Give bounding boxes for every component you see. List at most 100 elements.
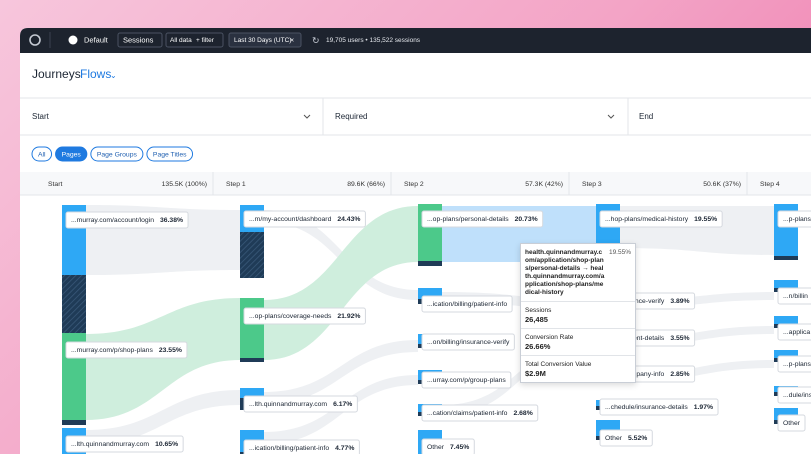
filter-chevron[interactable]	[303, 114, 311, 119]
range-box[interactable]	[228, 32, 302, 48]
node-label-box[interactable]	[243, 439, 360, 454]
node-label-box[interactable]	[243, 210, 366, 228]
step-value: 89.6K (66%)	[347, 181, 385, 188]
node-label[interactable]: ...ication/billing/patient-info	[249, 445, 329, 452]
node-label[interactable]: ...n/billin	[783, 293, 808, 300]
node-label-box[interactable]	[599, 210, 723, 228]
node-label-box[interactable]	[777, 210, 811, 228]
node-label[interactable]: ...murray.com/account/login	[71, 217, 154, 224]
metric-label: Sessions	[525, 307, 552, 314]
node-bar-exit[interactable]	[240, 358, 264, 362]
node-label-box[interactable]	[243, 395, 358, 413]
metric-label: Conversion Rate	[525, 334, 574, 341]
node-label[interactable]: ...applica	[783, 329, 810, 336]
node-bar-exit[interactable]	[418, 261, 442, 266]
node-pct[interactable]: 3.89%	[670, 298, 689, 305]
node-pct[interactable]: 36.38%	[160, 217, 183, 224]
node-label[interactable]: Other	[427, 444, 445, 451]
node-label[interactable]: ...chedule/insurance-details	[605, 404, 688, 411]
node-label-box[interactable]	[599, 398, 719, 416]
node-pct[interactable]: 2.68%	[513, 410, 532, 417]
tab[interactable]	[31, 146, 53, 162]
workspace[interactable]: Default	[84, 35, 109, 44]
date-range[interactable]: Last 30 Days (UTC)	[234, 37, 291, 44]
node-pct[interactable]: 5.52%	[628, 435, 647, 442]
refresh-icon[interactable]: ↻	[312, 35, 320, 45]
node-label-box[interactable]	[421, 404, 539, 422]
data-scope[interactable]: All data	[170, 37, 192, 44]
node-label[interactable]: Other	[783, 420, 801, 427]
tab-label[interactable]: Page Groups	[97, 151, 138, 158]
node-label-box[interactable]	[777, 323, 811, 341]
node-pct[interactable]: 20.73%	[515, 216, 538, 223]
node-label[interactable]: ...ication/billing/patient-info	[427, 301, 507, 308]
node-label-box[interactable]	[65, 435, 184, 453]
clear-range[interactable]: ×	[290, 37, 294, 44]
node-label[interactable]: ...on/billing/insurance-verify	[427, 339, 510, 346]
node-label-box[interactable]	[777, 414, 806, 432]
node-pct[interactable]: 19.55%	[694, 216, 717, 223]
node-label[interactable]: ...p-plans/	[783, 216, 811, 223]
node-label[interactable]: ...op-plans/personal-details	[427, 216, 509, 223]
node-label-box[interactable]	[65, 341, 188, 359]
node-pct[interactable]: 7.45%	[450, 444, 469, 451]
node-label-box[interactable]	[421, 295, 513, 313]
filter-label[interactable]: End	[639, 112, 653, 121]
node-label[interactable]: ...m/my-account/dashboard	[249, 216, 332, 223]
node-pct[interactable]: 4.77%	[335, 445, 354, 452]
tab[interactable]	[90, 146, 144, 162]
node-pct[interactable]: 21.92%	[337, 313, 360, 320]
node-label-box[interactable]	[777, 287, 811, 305]
node-label-box[interactable]	[599, 429, 653, 447]
node-label[interactable]: ...p-plans	[783, 361, 811, 368]
node-pct[interactable]: 10.65%	[155, 441, 178, 448]
node-label-box[interactable]	[421, 333, 515, 351]
step-value: 57.3K (42%)	[525, 181, 563, 188]
node-label-box[interactable]	[243, 307, 366, 325]
node-label[interactable]: ...op-plans/coverage-needs	[249, 313, 332, 320]
node-label-box[interactable]	[421, 371, 512, 389]
node-label[interactable]: ...hop-plans/medical-history	[605, 216, 689, 223]
tooltip-pct: 19.55%	[608, 249, 631, 256]
node-pct[interactable]: 1.97%	[694, 404, 713, 411]
mode-box[interactable]	[117, 32, 163, 48]
filter-label[interactable]: Required	[335, 112, 367, 121]
node-pct[interactable]: 6.17%	[333, 401, 352, 408]
node-label[interactable]: Other	[605, 435, 623, 442]
node-label[interactable]: ...dule/ins	[783, 392, 811, 399]
node-label[interactable]: ...cation/claims/patient-info	[427, 410, 508, 417]
node-bar-exit[interactable]	[774, 256, 798, 260]
node-label[interactable]: ...lth.quinnandmurray.com	[71, 441, 149, 448]
add-filter[interactable]: + filter	[196, 37, 215, 44]
tab-label[interactable]: Pages	[62, 151, 82, 158]
node-label[interactable]: ...lth.quinnandmurray.com	[249, 401, 327, 408]
node-label[interactable]: ...murray.com/p/shop-plans	[71, 347, 153, 354]
node-label-box[interactable]	[421, 438, 475, 454]
step-value: 50.6K (37%)	[703, 181, 741, 188]
data-box[interactable]	[165, 32, 224, 48]
tooltip-metric: Total Conversion Value $2.9M	[521, 356, 635, 382]
node-label-box[interactable]	[777, 355, 811, 373]
view-chevron[interactable]: ⌄	[110, 71, 117, 80]
node-label-box[interactable]	[421, 210, 544, 228]
view-select[interactable]: Flows	[80, 67, 111, 81]
node-label-box[interactable]	[65, 211, 189, 229]
tab-label[interactable]: All	[38, 151, 46, 158]
node-pct[interactable]: 3.55%	[670, 335, 689, 342]
filter-label[interactable]: Start	[32, 112, 50, 121]
tab-label[interactable]: Page Titles	[153, 151, 187, 158]
node-bar-exit[interactable]	[62, 420, 86, 425]
node-bar-exit[interactable]	[240, 232, 264, 278]
node-pct[interactable]: 23.55%	[159, 347, 182, 354]
node-label-box[interactable]	[777, 386, 811, 404]
filter-chevron[interactable]	[607, 114, 615, 119]
tab[interactable]	[55, 146, 88, 162]
step-header	[20, 172, 811, 195]
node-label[interactable]: ...urray.com/p/group-plans	[427, 377, 506, 384]
node-bar-exit[interactable]	[62, 275, 86, 340]
node-pct[interactable]: 2.85%	[670, 371, 689, 378]
mode[interactable]: Sessions	[123, 35, 154, 44]
node-pct[interactable]: 24.43%	[337, 216, 360, 223]
tab[interactable]	[146, 146, 194, 162]
